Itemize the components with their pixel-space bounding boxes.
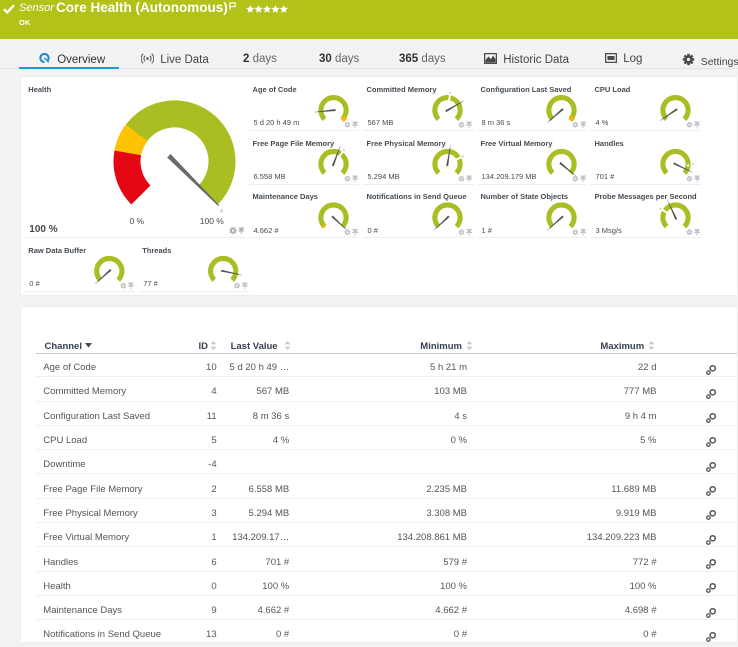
- svg-text:x: x: [220, 209, 223, 215]
